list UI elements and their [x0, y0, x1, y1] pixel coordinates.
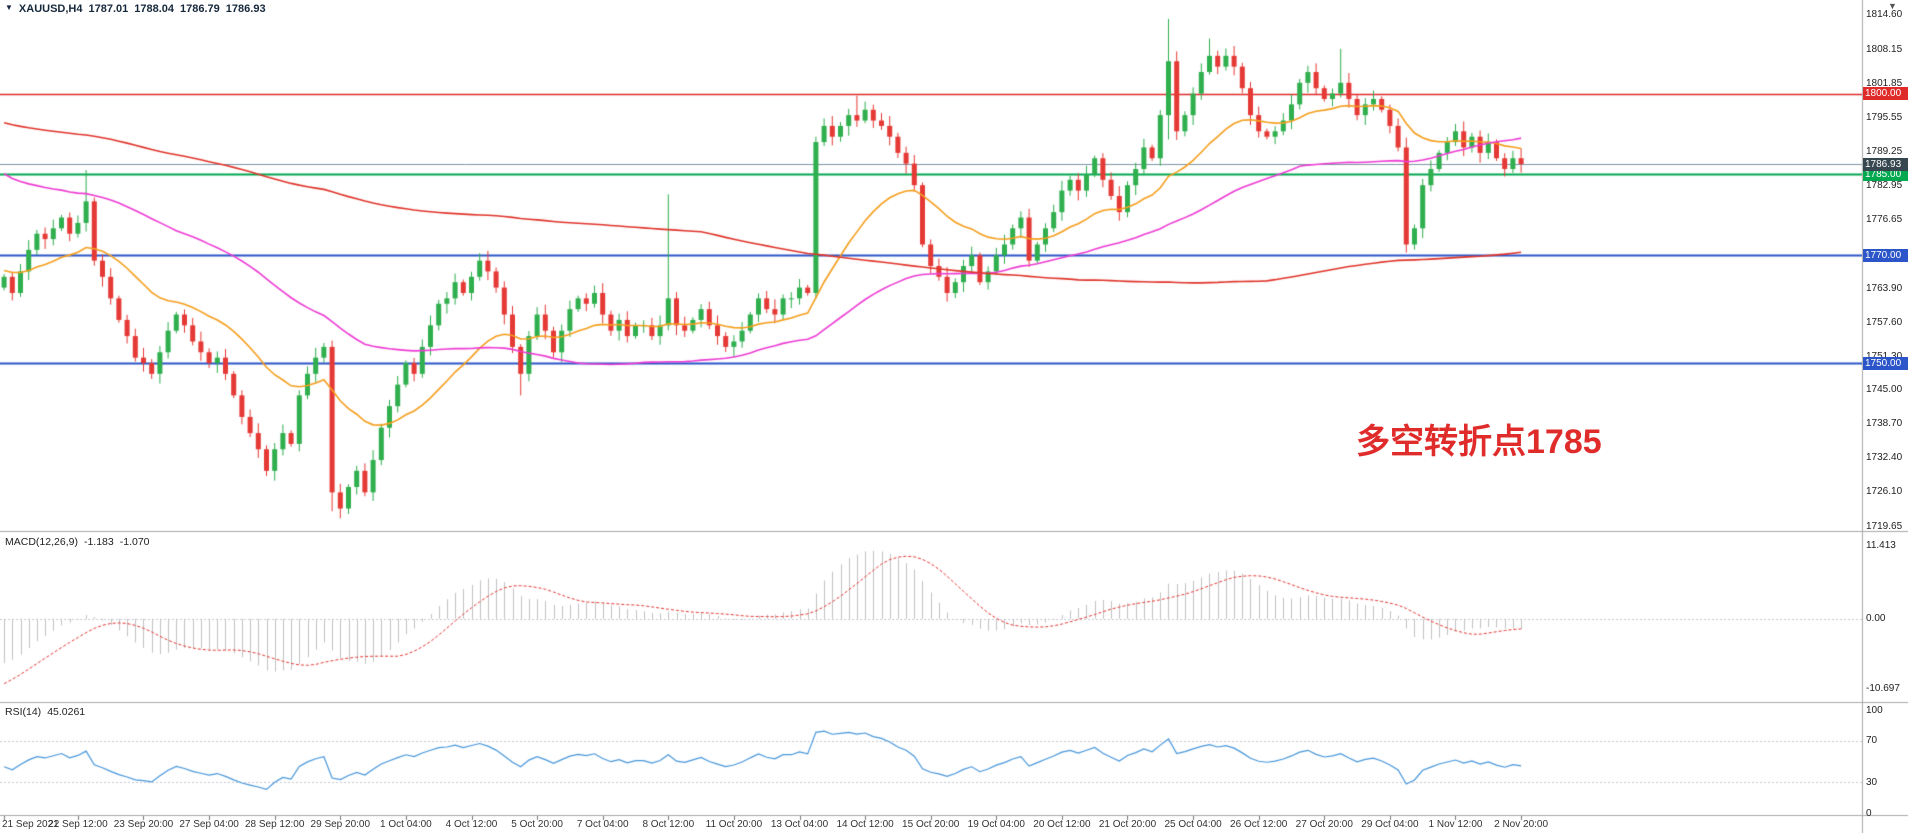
price-tick-label: 1732.40	[1866, 452, 1903, 464]
macd-main-value: -1.183	[83, 536, 114, 548]
ohlc-close: 1786.93	[225, 3, 266, 15]
rsi-tick-label: 70	[1866, 735, 1878, 747]
price-tick-label: 1814.60	[1866, 9, 1903, 21]
price-tick-label: 1801.85	[1866, 78, 1903, 90]
price-tick-label: 1757.60	[1866, 316, 1903, 328]
macd-tick-label: 0.00	[1866, 613, 1886, 625]
time-axis-label: 27 Sep 04:00	[179, 819, 239, 830]
chart-shift-marker-icon[interactable]: ▼	[1888, 1, 1897, 11]
time-axis-label: 20 Oct 12:00	[1033, 819, 1091, 830]
price-line-tag-1785.00[interactable]: 1785.00	[1863, 167, 1908, 181]
time-axis-label: 2 Nov 20:00	[1494, 819, 1549, 830]
price-tick-label: 1738.70	[1866, 418, 1903, 430]
price-tick-label: 1795.55	[1866, 112, 1903, 124]
macd-legend: MACD(12,26,9) -1.183 -1.070	[5, 536, 156, 548]
price-tick-label: 1776.65	[1866, 213, 1903, 225]
price-line-tag-1770.00[interactable]: 1770.00	[1863, 248, 1908, 262]
ohlc-high: 1788.04	[134, 3, 175, 15]
time-axis-label: 19 Oct 04:00	[967, 819, 1025, 830]
price-tick-label: 1789.25	[1866, 146, 1903, 157]
price-tick-label: 1763.90	[1866, 282, 1903, 294]
time-axis-label: 14 Oct 12:00	[836, 819, 894, 830]
chart-legend: ▼ XAUUSD,H4 1787.01 1788.04 1786.79 1786.93	[5, 3, 272, 15]
symbol-period-label: XAUUSD,H4	[18, 3, 83, 15]
time-axis-label: 15 Oct 20:00	[902, 819, 960, 830]
time-axis-label: 23 Sep 20:00	[113, 819, 174, 830]
price-line-tag-1750.00[interactable]: 1750.00	[1863, 356, 1908, 370]
symbol-marker-icon: ▼	[5, 3, 13, 12]
annotation-text[interactable]: 多空转折点1785	[1356, 423, 1602, 461]
time-axis-label: 25 Oct 04:00	[1164, 819, 1222, 830]
price-tick-label: 1726.10	[1866, 486, 1903, 498]
time-axis-label: 26 Oct 12:00	[1230, 819, 1288, 830]
macd-tick-label: 11.413	[1866, 539, 1896, 551]
price-tick-label: 1808.15	[1866, 44, 1903, 56]
time-axis-label: 1 Oct 04:00	[380, 819, 432, 830]
rsi-tick-label: 0	[1866, 807, 1872, 819]
time-axis-label: 7 Oct 04:00	[576, 819, 629, 830]
rsi-tick-label: 30	[1866, 776, 1878, 788]
ohlc-low: 1786.79	[180, 3, 220, 15]
time-axis-label: 13 Oct 04:00	[770, 819, 829, 830]
rsi-label: RSI(14)	[5, 706, 42, 718]
price-tick-label: 1782.95	[1866, 179, 1903, 191]
ohlc-open: 1787.01	[88, 3, 129, 15]
price-tick-label: 1719.65	[1866, 521, 1903, 533]
macd-tick-label: -10.697	[1866, 682, 1900, 694]
rsi-legend: RSI(14) 45.0261	[5, 706, 91, 718]
time-axis-label: 1 Nov 12:00	[1428, 819, 1483, 830]
rsi-value: 45.0261	[47, 706, 86, 718]
time-axis-label: 4 Oct 12:00	[445, 819, 498, 830]
macd-signal-value: -1.070	[119, 536, 150, 548]
rsi-tick-label: 100	[1866, 704, 1883, 716]
time-axis-label: 29 Sep 20:00	[310, 819, 371, 830]
current-price-tag[interactable]: 1786.93	[1863, 157, 1908, 171]
time-axis-label: 28 Sep 12:00	[244, 819, 305, 830]
macd-label: MACD(12,26,9)	[5, 536, 78, 548]
time-axis-label: 11 Oct 20:00	[705, 819, 763, 830]
time-axis-label: 5 Oct 20:00	[511, 819, 563, 830]
time-axis-label: 21 Oct 20:00	[1098, 819, 1157, 830]
time-axis-label: 29 Oct 04:00	[1361, 819, 1419, 830]
price-tick-label: 1751.30	[1866, 351, 1902, 362]
price-line-tag-1800.00[interactable]: 1800.00	[1863, 87, 1908, 101]
time-axis-label: 27 Oct 20:00	[1295, 819, 1353, 830]
time-axis-label: 8 Oct 12:00	[642, 819, 695, 830]
time-axis-label: 21 Sep 2021	[2, 819, 59, 830]
time-axis-label: 22 Sep 12:00	[48, 819, 108, 830]
price-tick-label: 1745.00	[1866, 384, 1903, 396]
